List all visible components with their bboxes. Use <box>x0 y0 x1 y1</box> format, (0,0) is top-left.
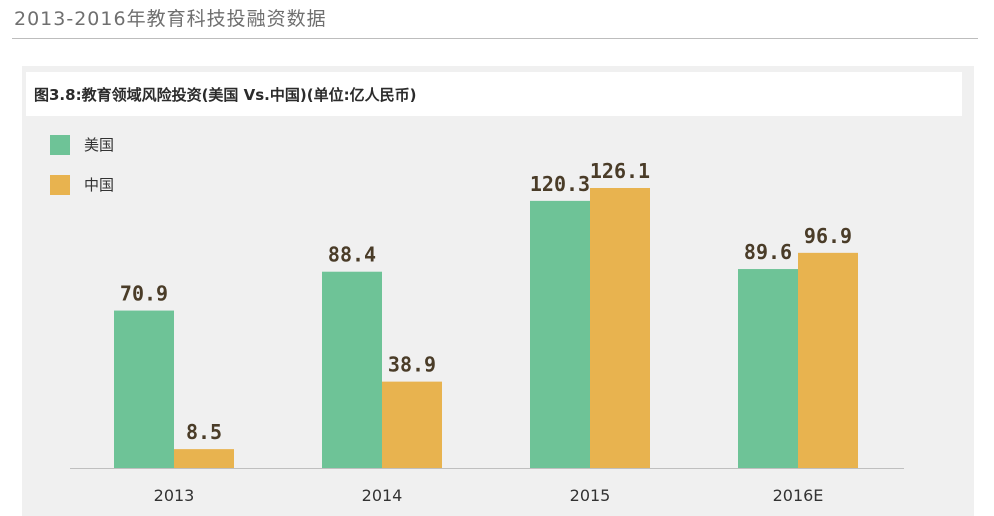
x-tick-label-2013: 2013 <box>154 486 195 505</box>
x-tick-label-2016E: 2016E <box>773 486 824 505</box>
data-label-china-2013: 8.5 <box>186 420 222 444</box>
bar-china-2014 <box>382 381 442 468</box>
chart-caption-bar <box>26 72 962 116</box>
bar-usa-2016E <box>738 269 798 468</box>
bar-china-2015 <box>590 188 650 468</box>
bar-china-2013 <box>174 449 234 468</box>
data-label-usa-2014: 88.4 <box>328 243 376 267</box>
page-title: 2013-2016年教育科技投融资数据 <box>14 8 327 30</box>
title-divider <box>12 38 978 39</box>
data-label-china-2014: 38.9 <box>388 353 436 377</box>
data-label-china-2015: 126.1 <box>590 159 650 183</box>
x-tick-label-2014: 2014 <box>362 486 403 505</box>
legend-label-usa: 美国 <box>84 136 115 154</box>
bar-usa-2014 <box>322 271 382 468</box>
legend-swatch-usa <box>50 134 70 155</box>
data-label-china-2016E: 96.9 <box>804 224 852 248</box>
x-tick-label-2015: 2015 <box>570 486 611 505</box>
data-label-usa-2015: 120.3 <box>530 172 590 196</box>
legend-swatch-china <box>50 174 70 195</box>
bar-china-2016E <box>798 252 858 468</box>
bar-usa-2015 <box>530 200 590 468</box>
bar-usa-2013 <box>114 310 174 468</box>
legend-item-usa: 美国 <box>50 134 114 155</box>
data-label-usa-2016E: 89.6 <box>744 240 792 264</box>
chart-title: 图3.8:教育领域风险投资(美国 Vs.中国)(单位:亿人民币) <box>34 86 417 104</box>
data-label-usa-2013: 70.9 <box>120 282 168 306</box>
legend-item-china: 中国 <box>50 174 114 195</box>
legend-label-china: 中国 <box>84 176 115 194</box>
